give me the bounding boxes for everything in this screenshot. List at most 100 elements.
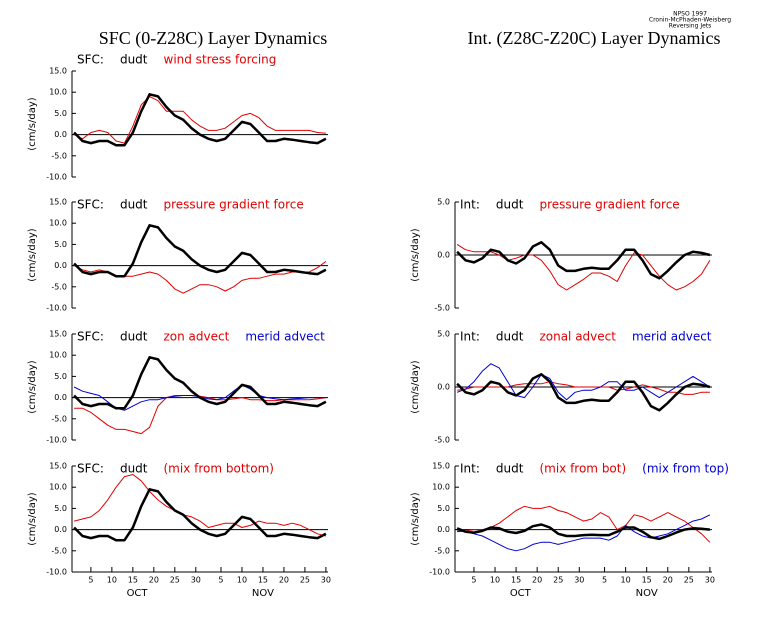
y-tick-label: -10.0: [46, 568, 67, 577]
x-group-label: NOV: [252, 588, 274, 599]
x-tick-label: 20: [279, 576, 289, 585]
legend-entry: dudt: [120, 330, 148, 344]
y-tick-label: -10.0: [46, 304, 67, 313]
y-axis-label: (cm/s/day): [27, 492, 38, 545]
y-axis-label: (cm/s/day): [27, 97, 38, 150]
x-tick-label: 10: [621, 576, 631, 585]
y-tick-label: 10.0: [49, 219, 67, 228]
y-tick-label: 5.0: [437, 330, 450, 339]
y-axis-label: (cm/s/day): [410, 492, 421, 545]
x-tick-label: 25: [170, 576, 180, 585]
y-tick-label: 0.0: [54, 261, 67, 270]
y-tick-label: 15.0: [432, 462, 450, 471]
legend-entry: (mix from bot): [539, 462, 626, 476]
y-tick-label: 5.0: [54, 109, 67, 118]
x-tick-label: 15: [128, 576, 138, 585]
x-tick-label: 10: [237, 576, 247, 585]
series-line: [73, 224, 327, 278]
x-tick-label: 10: [107, 576, 117, 585]
y-tick-label: -10.0: [46, 173, 67, 182]
panel-label: Int:: [460, 462, 480, 476]
panel-label: Int:: [460, 198, 480, 212]
y-tick-label: 5.0: [437, 198, 450, 207]
legend-entry: dudt: [496, 462, 524, 476]
y-tick-label: 5.0: [54, 504, 67, 513]
credit: Cronin-McPhaden-Weisberg: [649, 17, 731, 24]
credit: NPSO 1997: [673, 11, 707, 18]
series-line: [73, 356, 327, 410]
panel-label: SFC:: [77, 198, 104, 212]
legend-entry: (mix from bottom): [164, 462, 274, 476]
y-tick-label: 0.0: [437, 525, 450, 534]
x-tick-label: 30: [321, 576, 331, 585]
legend-entry: dudt: [496, 198, 524, 212]
column-title: SFC (0-Z28C) Layer Dynamics: [99, 28, 327, 49]
y-tick-label: -5.0: [434, 546, 450, 555]
legend-entry: pressure gradient force: [539, 198, 679, 212]
legend-entry: merid advect: [632, 330, 712, 344]
y-tick-label: 5.0: [437, 504, 450, 513]
legend-entry: dudt: [496, 330, 524, 344]
y-tick-label: 15.0: [49, 462, 67, 471]
column-title: Int. (Z28C-Z20C) Layer Dynamics: [468, 28, 721, 49]
x-tick-label: 25: [300, 576, 310, 585]
y-axis-label: (cm/s/day): [410, 228, 421, 281]
y-axis-label: (cm/s/day): [410, 360, 421, 413]
y-tick-label: 0.0: [437, 251, 450, 260]
legend-entry: merid advect: [245, 330, 325, 344]
y-tick-label: -5.0: [434, 304, 450, 313]
y-axis-label: (cm/s/day): [27, 360, 38, 413]
x-tick-label: 5: [88, 576, 93, 585]
series-line: [73, 95, 326, 144]
x-tick-label: 20: [532, 576, 542, 585]
panel-label: Int:: [460, 330, 480, 344]
y-tick-label: 0.0: [54, 393, 67, 402]
series-line: [456, 363, 711, 401]
x-tick-label: 25: [684, 576, 694, 585]
y-tick-label: 5.0: [54, 372, 67, 381]
y-tick-label: 15.0: [49, 198, 67, 207]
y-tick-label: -5.0: [51, 151, 67, 160]
x-tick-label: 5: [471, 576, 476, 585]
x-tick-label: 15: [511, 576, 521, 585]
y-tick-label: -10.0: [429, 568, 450, 577]
legend-entry: dudt: [120, 462, 148, 476]
y-tick-label: -10.0: [46, 436, 67, 445]
y-axis-label: (cm/s/day): [27, 228, 38, 281]
legend-entry: dudt: [120, 53, 148, 67]
y-tick-label: 0.0: [54, 525, 67, 534]
legend-entry: wind stress forcing: [164, 53, 277, 67]
y-tick-label: -5.0: [51, 282, 67, 291]
panel-label: SFC:: [77, 462, 104, 476]
series-line: [73, 488, 327, 542]
y-tick-label: 0.0: [54, 130, 67, 139]
series-line: [456, 523, 711, 541]
credit: Reversing Jets: [669, 23, 712, 30]
series-line: [457, 505, 711, 543]
y-tick-label: 5.0: [54, 240, 67, 249]
legend-entry: (mix from top): [642, 462, 729, 476]
x-group-label: NOV: [636, 588, 658, 599]
y-tick-label: 10.0: [49, 88, 67, 97]
x-tick-label: 5: [602, 576, 607, 585]
x-tick-label: 20: [663, 576, 673, 585]
y-tick-label: -5.0: [51, 414, 67, 423]
y-tick-label: -5.0: [51, 546, 67, 555]
series-line: [456, 243, 711, 291]
x-tick-label: 25: [553, 576, 563, 585]
series-line: [456, 241, 711, 280]
y-tick-label: 15.0: [49, 67, 67, 76]
x-tick-label: 30: [574, 576, 584, 585]
y-tick-label: 10.0: [49, 351, 67, 360]
y-tick-label: 15.0: [49, 330, 67, 339]
x-tick-label: 10: [490, 576, 500, 585]
x-tick-label: 30: [705, 576, 715, 585]
x-tick-label: 5: [218, 576, 223, 585]
y-tick-label: 0.0: [437, 383, 450, 392]
x-tick-label: 15: [642, 576, 652, 585]
x-group-label: OCT: [127, 588, 149, 599]
y-tick-label: 10.0: [49, 483, 67, 492]
y-tick-label: -5.0: [434, 436, 450, 445]
